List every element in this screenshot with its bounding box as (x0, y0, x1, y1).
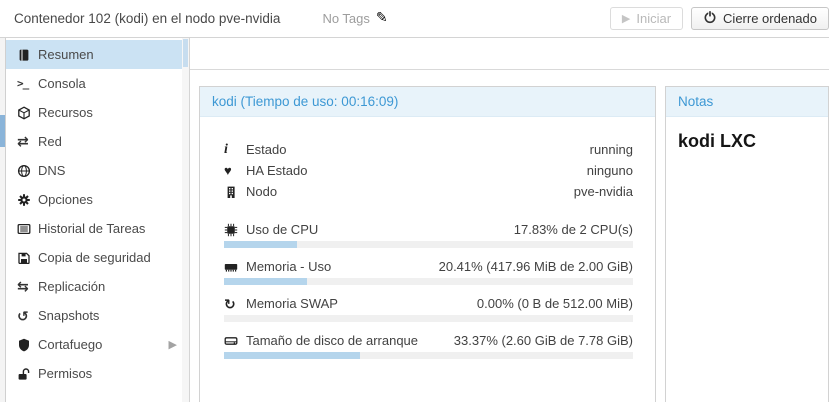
disk-progressbar (224, 352, 633, 359)
guest-status-panel: kodi (Tiempo de uso: 00:16:09) i Estado … (199, 86, 656, 402)
power-icon (703, 10, 717, 27)
content-area: kodi (Tiempo de uso: 00:16:09) i Estado … (190, 38, 829, 402)
notes-content: kodi LXC (678, 131, 757, 151)
sidebar-item-copia-seguridad[interactable]: Copia de seguridad (6, 243, 189, 272)
guest-menu-sidebar: Resumen >_ Consola Recursos (6, 38, 190, 402)
play-icon: ▶ (621, 13, 631, 25)
edit-pencil-icon[interactable]: ✎ (375, 9, 388, 25)
swap-progressbar (224, 315, 633, 322)
sidebar-item-label: Cortafuego (38, 337, 103, 352)
memory-icon (224, 260, 246, 274)
sidebar-item-red[interactable]: ⇄ Red (6, 127, 189, 156)
resource-tree-edge (0, 38, 6, 402)
globe-icon (17, 164, 38, 178)
status-row-ha: ♥ HA Estado ninguno (224, 160, 633, 181)
sidebar-item-label: Snapshots (38, 308, 100, 323)
row-label: Uso de CPU (246, 222, 319, 237)
unlock-icon (17, 367, 38, 381)
sidebar-item-snapshots[interactable]: ↺ Snapshots (6, 301, 189, 330)
tree-scrollbar-thumb[interactable] (0, 115, 5, 147)
page-title: Contenedor 102 (kodi) en el nodo pve-nvi… (14, 11, 281, 26)
start-button[interactable]: ▶ Iniciar (609, 7, 684, 30)
notes-body[interactable]: kodi LXC (666, 117, 828, 166)
row-label: HA Estado (246, 163, 308, 178)
sidebar-scrollbar[interactable] (182, 38, 189, 402)
row-label: Memoria - Uso (246, 259, 332, 274)
sidebar-item-cortafuego[interactable]: Cortafuego ▶ (6, 330, 189, 359)
shield-icon (17, 338, 38, 352)
heartbeat-icon: ♥ (224, 163, 232, 178)
main-area: Resumen >_ Consola Recursos (0, 38, 829, 402)
server-icon (224, 185, 246, 199)
network-arrows-icon: ⇄ (17, 133, 29, 149)
book-icon (17, 48, 38, 62)
sidebar-item-label: Replicación (38, 279, 106, 294)
sidebar-item-label: Red (38, 134, 62, 149)
sidebar-item-label: Resumen (38, 47, 94, 62)
sidebar-item-recursos[interactable]: Recursos (6, 98, 189, 127)
row-value: pve-nvidia (573, 184, 633, 199)
sidebar-item-resumen[interactable]: Resumen (6, 40, 189, 69)
vm-action-buttons: ▶ Iniciar Cierre ordenado (609, 7, 829, 30)
sidebar-item-label: Recursos (38, 105, 93, 120)
cpu-progressbar (224, 241, 633, 248)
sidebar-item-replicacion[interactable]: ⇆ Replicación (6, 272, 189, 301)
shutdown-button[interactable]: Cierre ordenado (691, 7, 829, 30)
content-toolbar-strip (190, 38, 829, 70)
sidebar-item-consola[interactable]: >_ Consola (6, 69, 189, 98)
no-tags-label: No Tags (322, 11, 370, 26)
gear-icon (17, 193, 38, 207)
sidebar-item-label: Consola (38, 76, 86, 91)
tags-editor[interactable]: No Tags ✎ (322, 9, 388, 27)
chevron-right-icon: ▶ (168, 339, 177, 351)
sidebar-item-label: Historial de Tareas (38, 221, 146, 236)
status-row-nodo: Nodo pve-nvidia (224, 181, 633, 202)
metric-row-disco: Tamaño de disco de arranque 33.37% (2.60… (224, 331, 633, 359)
row-value: ninguno (586, 163, 633, 178)
metric-row-cpu: Uso de CPU 17.83% de 2 CPU(s) (224, 220, 633, 248)
task-list-icon (17, 222, 38, 236)
sidebar-item-label: Opciones (38, 192, 93, 207)
swap-refresh-icon: ↻ (224, 295, 236, 312)
notes-panel: Notas kodi LXC (665, 86, 829, 402)
info-icon: i (224, 141, 228, 157)
sidebar-item-label: Copia de seguridad (38, 250, 151, 265)
replication-arrows-icon: ⇆ (17, 278, 29, 294)
cpu-icon (224, 223, 246, 237)
status-row-estado: i Estado running (224, 139, 633, 160)
cube-icon (17, 105, 38, 120)
memory-progressbar (224, 278, 633, 285)
sidebar-item-historial[interactable]: Historial de Tareas (6, 214, 189, 243)
disk-icon (224, 334, 246, 348)
row-label: Memoria SWAP (246, 296, 338, 311)
history-icon: ↺ (17, 307, 29, 324)
sidebar-item-label: DNS (38, 163, 66, 178)
status-panel-header: kodi (Tiempo de uso: 00:16:09) (200, 87, 655, 117)
metric-row-memoria: Memoria - Uso 20.41% (417.96 MiB de 2.00… (224, 257, 633, 285)
row-value: 33.37% (2.60 GiB de 7.78 GiB) (453, 333, 633, 348)
row-label: Tamaño de disco de arranque (246, 333, 419, 348)
row-value: running (589, 142, 633, 157)
row-label: Nodo (246, 184, 278, 199)
sidebar-item-label: Permisos (38, 366, 93, 381)
terminal-icon: >_ (17, 77, 29, 90)
row-value: 17.83% de 2 CPU(s) (513, 222, 633, 237)
floppy-icon (17, 251, 38, 265)
sidebar-item-opciones[interactable]: Opciones (6, 185, 189, 214)
metric-row-swap: ↻ Memoria SWAP 0.00% (0 B de 512.00 MiB) (224, 294, 633, 322)
sidebar-item-dns[interactable]: DNS (6, 156, 189, 185)
row-value: 0.00% (0 B de 512.00 MiB) (476, 296, 633, 311)
top-header-bar: Contenedor 102 (kodi) en el nodo pve-nvi… (0, 0, 829, 38)
notes-panel-header: Notas (666, 87, 828, 117)
sidebar-item-permisos[interactable]: Permisos (6, 359, 189, 388)
row-value: 20.41% (417.96 MiB de 2.00 GiB) (438, 259, 633, 274)
sidebar-scrollbar-thumb[interactable] (183, 39, 188, 67)
row-label: Estado (246, 142, 287, 157)
